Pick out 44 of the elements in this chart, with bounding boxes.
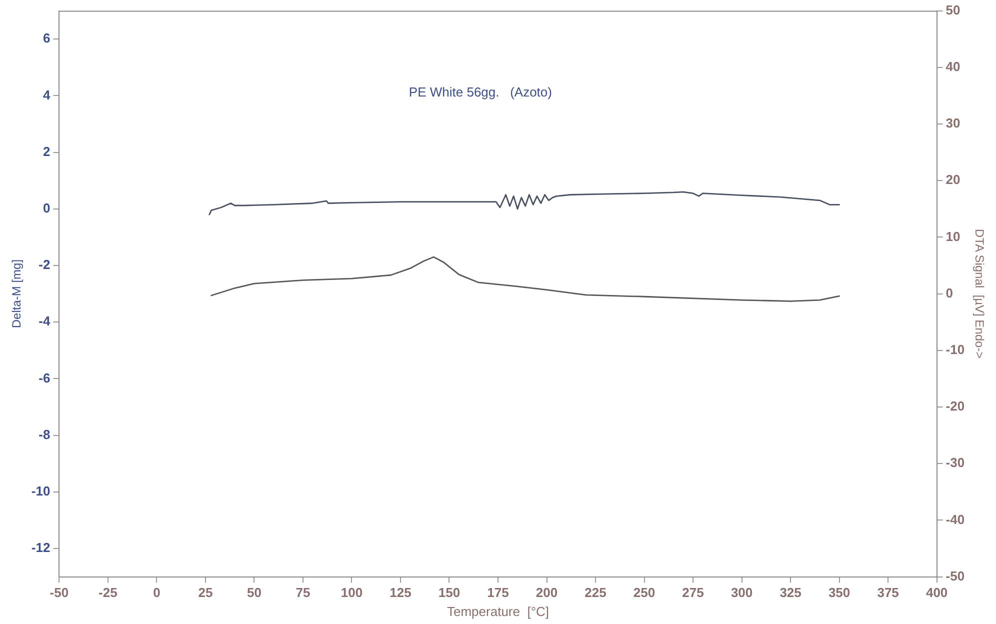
x-tick-label: 325 bbox=[780, 585, 802, 600]
x-tick-label: 100 bbox=[340, 585, 363, 600]
y2-tick-label: 50 bbox=[946, 2, 960, 18]
y-tick-label: 2 bbox=[42, 144, 50, 159]
y2-tick-label: -10 bbox=[946, 342, 965, 357]
y-tick-label: -12 bbox=[31, 540, 50, 556]
x-axis-title: Temperature [°C] bbox=[446, 604, 550, 619]
y-tick-label: 4 bbox=[42, 87, 51, 102]
x-tick-label: 250 bbox=[633, 585, 656, 600]
y2-tick-label: 40 bbox=[946, 58, 960, 74]
x-tick-label: 0 bbox=[153, 585, 160, 600]
y2-tick-label: -30 bbox=[946, 455, 965, 470]
x-tick-label: 400 bbox=[926, 585, 948, 600]
x-tick-label: -25 bbox=[98, 585, 118, 600]
y-axis-title: Delta-M [mg] bbox=[10, 259, 24, 328]
y2-axis-title: DTA Signal [µV] Endo-> bbox=[972, 228, 986, 359]
y-tick-label: 6 bbox=[42, 30, 50, 46]
x-tick-label: 275 bbox=[682, 585, 704, 600]
y2-tick-label: -50 bbox=[946, 568, 965, 584]
x-tick-label: -50 bbox=[50, 585, 69, 600]
x-tick-label: 150 bbox=[438, 585, 460, 600]
x-tick-label: 125 bbox=[390, 585, 412, 600]
x-tick-label: 375 bbox=[877, 585, 899, 600]
y2-tick-label: 0 bbox=[946, 285, 954, 300]
y-tick-label: -8 bbox=[38, 426, 50, 442]
y2-tick-label: 30 bbox=[946, 116, 960, 131]
x-tick-label: 300 bbox=[730, 585, 753, 600]
y-tick-label: -2 bbox=[38, 257, 50, 272]
x-tick-label: 175 bbox=[487, 585, 509, 600]
y-tick-label: -4 bbox=[38, 314, 51, 329]
y2-tick-label: -20 bbox=[946, 398, 965, 414]
text: PE White 56gg. (Azoto) bbox=[408, 84, 552, 100]
x-tick-label: 200 bbox=[536, 585, 558, 600]
x-tick-label: 50 bbox=[246, 585, 262, 600]
x-tick-label: 350 bbox=[828, 585, 850, 600]
y2-tick-label: 10 bbox=[946, 228, 960, 244]
y2-tick-label: -40 bbox=[946, 512, 965, 527]
x-tick-label: 75 bbox=[296, 585, 310, 600]
y-tick-label: 0 bbox=[42, 200, 50, 216]
y-tick-label: -6 bbox=[38, 370, 50, 386]
x-tick-label: 225 bbox=[584, 585, 606, 600]
y2-tick-label: 20 bbox=[946, 172, 960, 188]
y-tick-label: -10 bbox=[31, 483, 50, 498]
x-tick-label: 25 bbox=[198, 585, 213, 600]
